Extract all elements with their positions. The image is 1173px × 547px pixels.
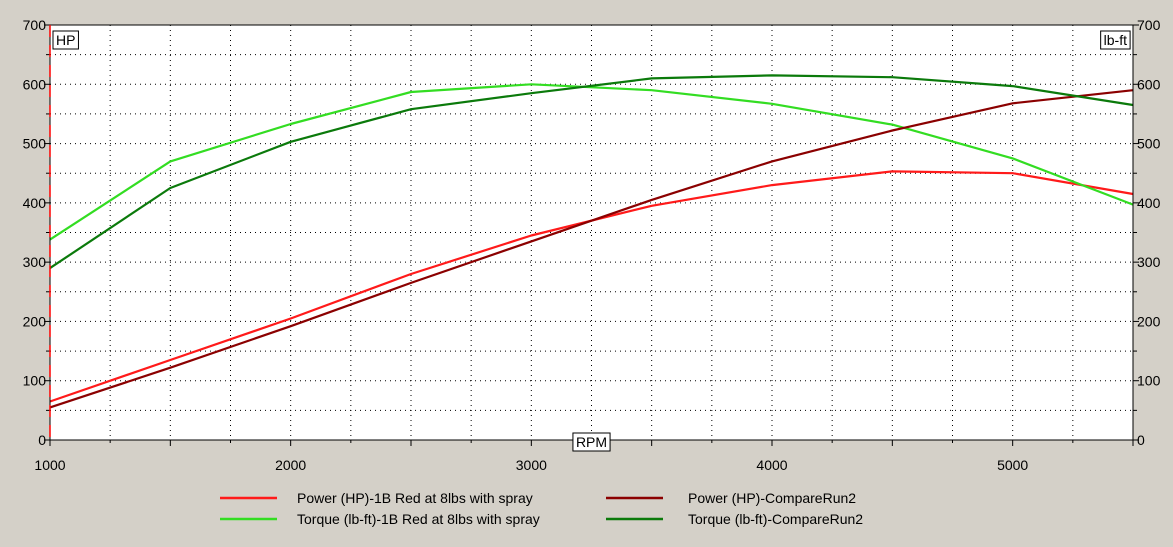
legend: Power (HP)-1B Red at 8lbs with spray Torq… [220,490,863,527]
axes: 0 0 100 100 200 200 300 300 400 400 500 500 600 600 70… [23,17,1161,473]
series-line-3 [49,89,1134,409]
series-line-4 [49,74,1134,270]
legend-label-3: Power (HP)-CompareRun2 [688,490,856,506]
y-tick-label-left: 200 [23,313,47,329]
axis-labels: HP lb-ft RPM [52,30,1131,452]
y-tick-label-right: 100 [1137,373,1161,389]
y-tick-label-left: 100 [23,373,47,389]
right-axis-title: lb-ft [1104,32,1127,48]
legend-label-4: Torque (lb-ft)-CompareRun2 [688,511,863,527]
y-tick-label-right: 400 [1137,195,1161,211]
y-tick-label-right: 0 [1137,432,1145,448]
x-axis-title: RPM [576,434,607,450]
y-tick-label-right: 700 [1137,17,1161,33]
x-tick-label: 2000 [275,457,306,473]
y-tick-label-left: 500 [23,136,47,152]
x-axis-title-box: RPM [572,432,611,452]
x-tick-label: 1000 [34,457,65,473]
x-tick-label: 3000 [516,457,547,473]
y-tick-label-right: 600 [1137,76,1161,92]
y-tick-label-right: 500 [1137,136,1161,152]
y-tick-label-right: 300 [1137,254,1161,270]
series-lines [49,74,1134,409]
x-tick-label: 5000 [997,457,1028,473]
y-tick-label-left: 400 [23,195,47,211]
series-line-2 [49,83,1134,241]
left-axis-title-box: HP [52,30,79,50]
right-axis-title-box: lb-ft [1100,30,1131,50]
y-tick-label-right: 200 [1137,313,1161,329]
legend-label-1: Power (HP)-1B Red at 8lbs with spray [297,490,533,506]
y-tick-label-left: 700 [23,17,47,33]
y-tick-label-left: 600 [23,76,47,92]
y-tick-label-left: 0 [38,432,46,448]
left-axis-title: HP [56,32,75,48]
legend-label-2: Torque (lb-ft)-1B Red at 8lbs with spray [297,511,540,527]
y-tick-label-left: 300 [23,254,47,270]
x-tick-label: 4000 [756,457,787,473]
